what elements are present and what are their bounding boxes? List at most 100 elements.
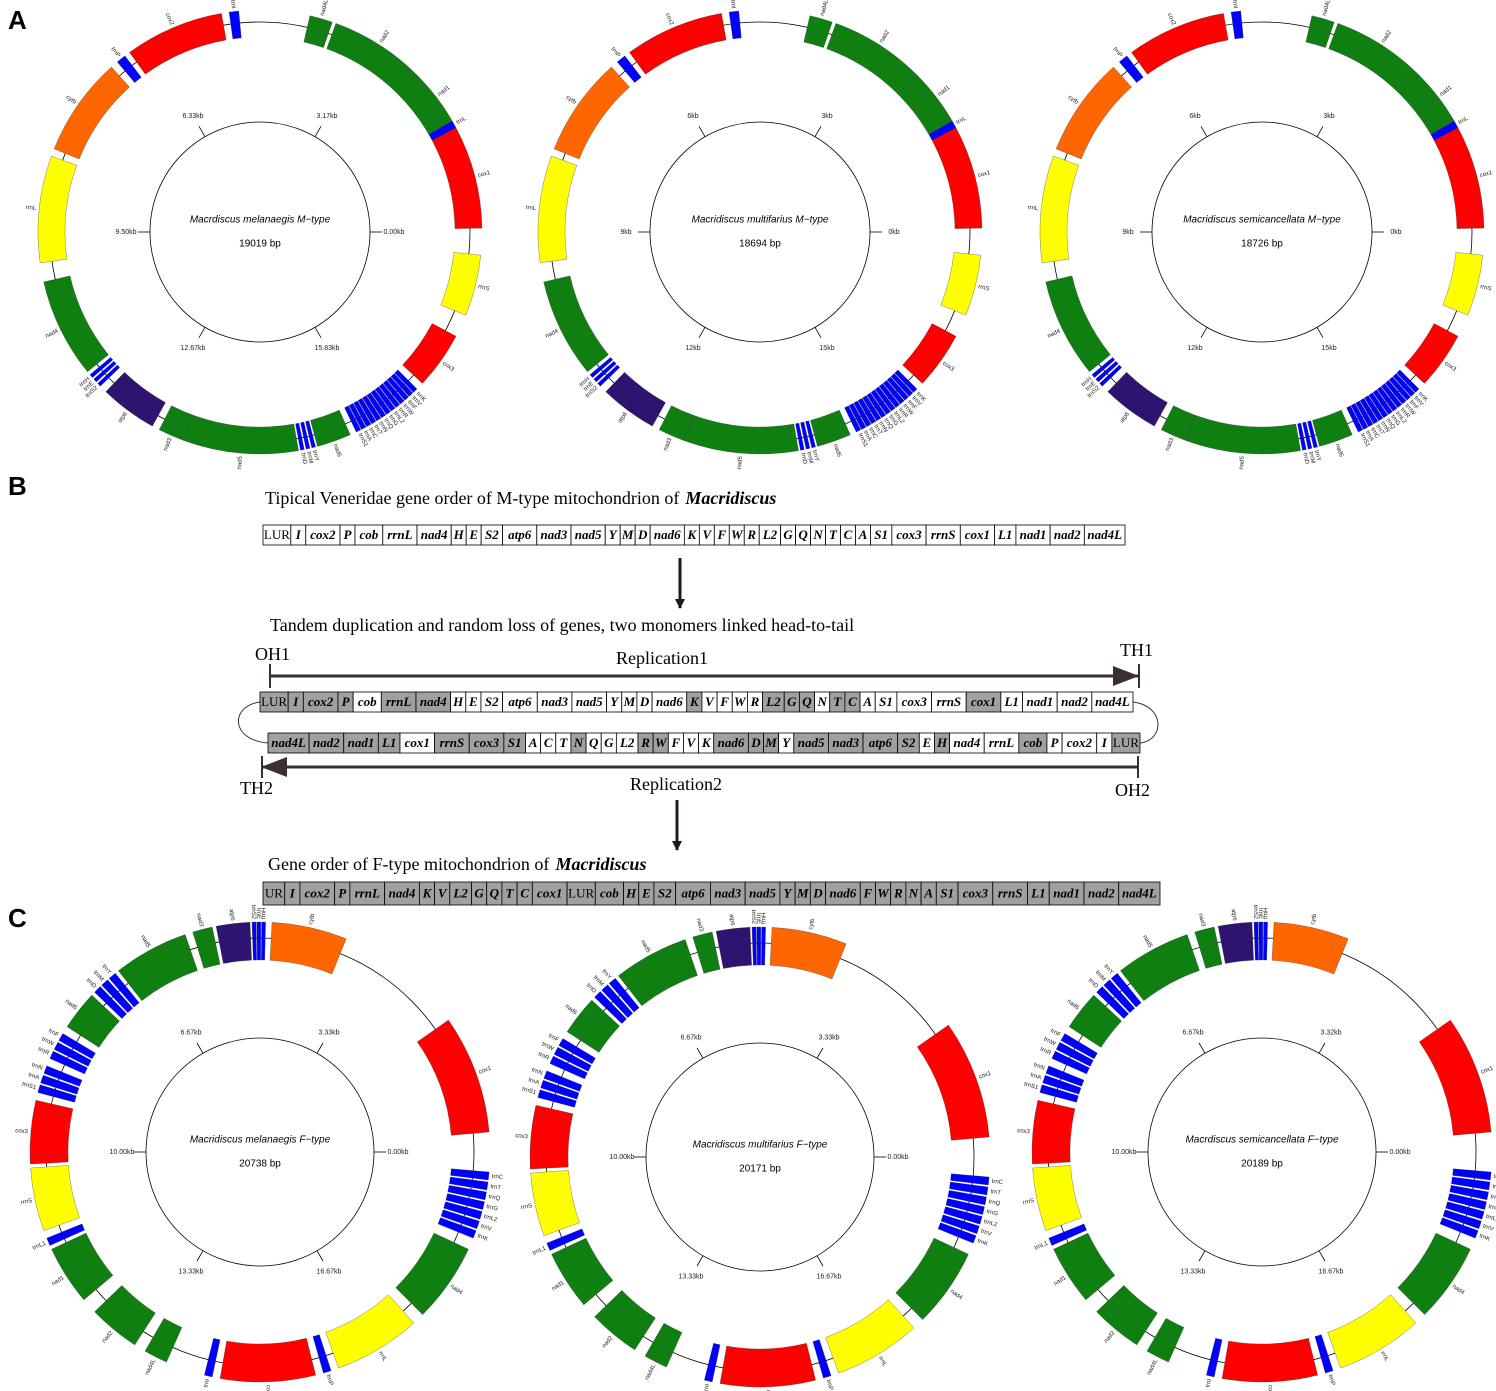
gene-label: nad1 bbox=[1053, 1275, 1068, 1288]
gene-arc bbox=[118, 934, 198, 1001]
gene-label: trnH bbox=[261, 908, 267, 919]
gene-arc bbox=[402, 323, 457, 384]
gene-arc bbox=[1120, 934, 1200, 1001]
gene-arc bbox=[1039, 155, 1079, 264]
gene-label: trnQ bbox=[988, 1199, 1001, 1207]
gene-label: trnA bbox=[362, 430, 372, 443]
gene-name: S1 bbox=[940, 885, 954, 900]
gene-name: H bbox=[625, 885, 637, 900]
scale-tick bbox=[1200, 126, 1208, 137]
scale-tick bbox=[698, 327, 706, 338]
gene-label: trnG bbox=[387, 414, 399, 427]
link bbox=[237, 701, 269, 744]
gene-name: F bbox=[719, 694, 729, 709]
gene-arc bbox=[537, 155, 577, 264]
gene-arc bbox=[540, 1080, 580, 1100]
gene-arc bbox=[1095, 360, 1119, 383]
gene-name: atp6 bbox=[681, 885, 705, 900]
gene-arc bbox=[1327, 1294, 1417, 1369]
gene-arc bbox=[1053, 1232, 1116, 1301]
gene-arc bbox=[902, 323, 957, 384]
gene-arc bbox=[543, 1070, 583, 1092]
gene-name: F bbox=[716, 527, 726, 542]
gene-arc bbox=[862, 395, 882, 422]
gene-arc bbox=[1055, 66, 1132, 160]
gene-arc bbox=[159, 405, 194, 441]
gene-name: nad6 bbox=[718, 735, 745, 750]
gene-name: D bbox=[812, 885, 823, 900]
gene-arc bbox=[1396, 369, 1420, 393]
scale-label: 16.67kb bbox=[1319, 1268, 1344, 1275]
gene-name: nad4 bbox=[389, 885, 416, 900]
gene-name: D bbox=[750, 735, 761, 750]
scale-tick bbox=[1316, 327, 1324, 338]
gene-arc bbox=[310, 409, 351, 447]
gene-name: nad4L bbox=[1087, 527, 1122, 542]
gene-label: trnI bbox=[203, 1378, 211, 1388]
gene-label: trnL2 bbox=[1485, 1214, 1496, 1224]
gene-name: W bbox=[877, 885, 890, 900]
gene-label: trnC bbox=[991, 1179, 1004, 1186]
scale-tick bbox=[698, 126, 706, 137]
gene-arc bbox=[683, 415, 799, 455]
gene-label: nad4 bbox=[949, 1289, 964, 1302]
scale-label: 10.00kb bbox=[610, 1154, 635, 1161]
gene-name: nad2 bbox=[1054, 527, 1081, 542]
gene-label: trnE bbox=[1085, 381, 1097, 393]
gene-arc bbox=[1045, 275, 1111, 372]
gene-arc bbox=[1305, 15, 1335, 48]
gene-name: Y bbox=[782, 735, 791, 750]
gene-label: trnE bbox=[583, 381, 595, 393]
gene-name: L1 bbox=[381, 735, 396, 750]
gene-arc bbox=[1253, 921, 1259, 961]
gene-name: C bbox=[844, 527, 853, 542]
scale-tick bbox=[196, 1042, 204, 1054]
gene-arc bbox=[1451, 1176, 1491, 1191]
gene-arc bbox=[89, 357, 114, 378]
map-title: Macridiscus multifarius F−type bbox=[693, 1140, 828, 1151]
gene-label: nad3 bbox=[163, 437, 174, 452]
gene-label: cytb bbox=[308, 913, 316, 926]
gene-arc bbox=[795, 422, 805, 451]
gene-label: trnA bbox=[1029, 1072, 1041, 1081]
gene-arc bbox=[379, 383, 400, 408]
gene-name: T bbox=[559, 735, 568, 750]
gene-name: K bbox=[422, 885, 433, 900]
gene-label: trnM bbox=[92, 970, 105, 983]
gene-name: LUR bbox=[264, 527, 290, 542]
gene-arc bbox=[383, 380, 405, 405]
gene-name: E bbox=[468, 694, 478, 709]
gene-label: cox3 bbox=[1443, 361, 1457, 374]
gene-label: cox2 bbox=[1166, 12, 1177, 27]
gene-label: nad3 bbox=[1197, 913, 1206, 928]
scale-tick bbox=[196, 1250, 204, 1262]
gene-label: cox1 bbox=[477, 170, 491, 179]
gene-name: atp6 bbox=[508, 527, 532, 542]
gene-name: E bbox=[468, 527, 478, 542]
gene-name: D bbox=[639, 694, 650, 709]
gene-label: trnH bbox=[579, 376, 592, 388]
gene-name: Y bbox=[784, 885, 793, 900]
gene-name: nad5 bbox=[575, 527, 602, 542]
panel-label: C bbox=[8, 903, 27, 933]
gene-label: trnN bbox=[1379, 421, 1390, 434]
gene-label: trnE bbox=[83, 381, 95, 393]
gene-arc bbox=[800, 421, 811, 450]
genome-size: 20171 bp bbox=[739, 1164, 781, 1175]
gene-label: trnD bbox=[799, 452, 807, 465]
gene-name: Q bbox=[589, 735, 599, 750]
gene-label: trnI bbox=[703, 1383, 711, 1391]
gene-name: cox2 bbox=[305, 885, 331, 900]
gene-label: cox3 bbox=[15, 1128, 29, 1135]
gene-label: cox2 bbox=[664, 12, 675, 27]
gene-arc bbox=[1042, 1075, 1082, 1095]
gene-label: trnS2 bbox=[250, 905, 256, 920]
gene-label: nad4L bbox=[1322, 0, 1333, 17]
gene-label: nad3 bbox=[1165, 437, 1176, 452]
gene-arc bbox=[805, 420, 816, 449]
scale-label: 3kb bbox=[821, 113, 832, 120]
gene-name: S1 bbox=[508, 735, 522, 750]
gene-label: trnH bbox=[79, 376, 92, 388]
scale-tick bbox=[1198, 1042, 1206, 1054]
gene-name: P bbox=[342, 694, 351, 709]
